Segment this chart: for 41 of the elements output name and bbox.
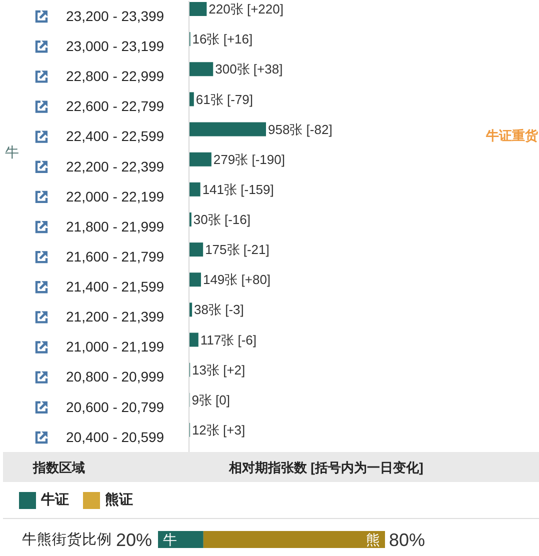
data-label: 20%	[116, 530, 152, 550]
y-tick-label: 21,200 - 21,399	[66, 308, 164, 325]
data-label: 61张 [-79]	[196, 92, 253, 107]
data-label: 279张 [-190]	[213, 152, 285, 167]
data-label: 13张 [+2]	[192, 362, 246, 378]
data-label: 9张 [0]	[192, 392, 230, 408]
data-label: 30张 [-16]	[193, 212, 251, 228]
y-tick-label: 牛熊街货比例	[22, 531, 112, 548]
data-label: 117张 [-6]	[200, 332, 257, 348]
y-axis-title: 指数区域	[33, 459, 85, 477]
y-tick-label: 21,800 - 21,999	[66, 218, 164, 234]
y-tick-label: 23,000 - 23,199	[66, 38, 164, 54]
y-tick-label: 21,600 - 21,799	[66, 248, 164, 264]
data-label: 38张 [-3]	[194, 302, 244, 318]
text: 牛	[5, 143, 19, 161]
data-label: 220张 [+220]	[208, 2, 284, 17]
data-label: 80%	[389, 530, 426, 550]
legend-label: 牛证	[41, 491, 69, 509]
text: 牛证重货	[486, 127, 538, 145]
y-tick-label: 23,200 - 23,399	[66, 8, 164, 24]
series-label: 牛	[163, 531, 177, 548]
y-tick-label: 22,200 - 22,399	[66, 158, 164, 174]
data-label: 175张 [-21]	[205, 242, 270, 258]
y-tick-label: 20,400 - 20,599	[66, 428, 164, 445]
y-tick-label: 21,400 - 21,599	[66, 278, 164, 295]
y-tick-label: 22,800 - 22,999	[66, 68, 164, 84]
data-label: 958张 [-82]	[268, 122, 332, 137]
data-label: 12张 [+3]	[192, 422, 246, 438]
data-label: 141张 [-159]	[202, 182, 274, 197]
y-tick-label: 20,800 - 20,999	[66, 368, 164, 385]
data-label: 149张 [+80]	[202, 272, 271, 288]
x-axis-title: 相对期指张数 [括号内为一日变化]	[229, 459, 424, 477]
data-label: 300张 [+38]	[215, 62, 283, 77]
y-tick-label: 22,400 - 22,599	[66, 128, 164, 144]
y-tick-label: 22,600 - 22,799	[66, 98, 164, 114]
y-tick-label: 20,600 - 20,799	[66, 398, 164, 415]
y-tick-label: 22,000 - 22,199	[66, 188, 164, 204]
data-label: 16张 [+16]	[192, 32, 253, 47]
legend-label: 熊证	[105, 491, 133, 509]
series-label: 熊	[366, 531, 380, 548]
y-tick-label: 21,000 - 21,199	[66, 338, 164, 355]
